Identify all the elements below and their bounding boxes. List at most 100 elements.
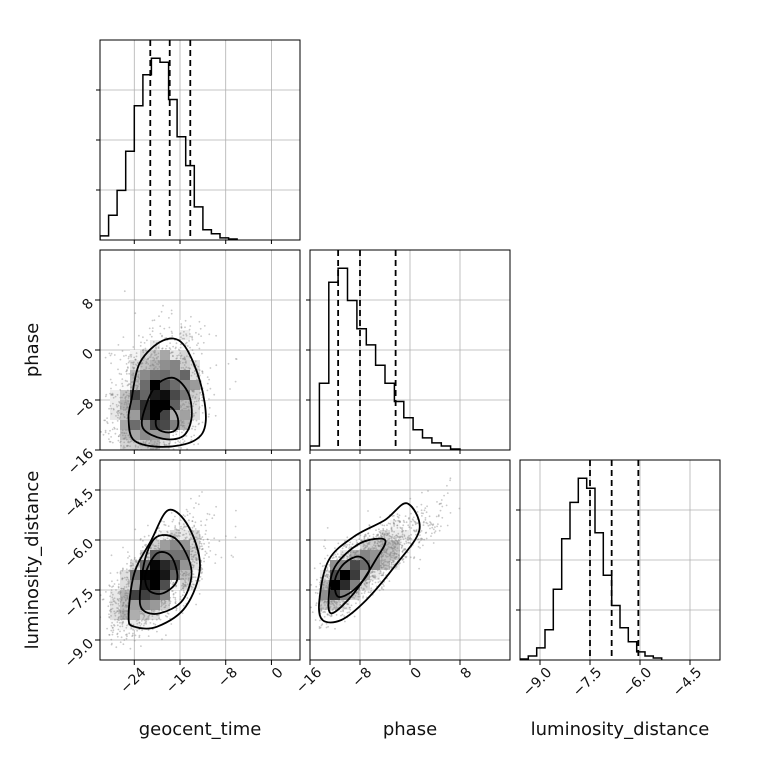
sample-point (181, 534, 184, 536)
density-cell (320, 600, 330, 610)
sample-point (325, 626, 328, 629)
density-cell (170, 540, 180, 550)
sample-point (391, 539, 393, 541)
sample-point (112, 629, 115, 632)
sample-point (118, 605, 121, 607)
sample-point (185, 585, 187, 588)
sample-point (402, 561, 405, 563)
sample-point (150, 335, 153, 338)
sample-point (108, 438, 110, 440)
sample-point (160, 457, 162, 459)
sample-point (192, 556, 195, 558)
sample-point (182, 574, 185, 577)
sample-point (113, 427, 116, 430)
sample-point (179, 527, 182, 530)
sample-point (196, 531, 199, 534)
sample-point (323, 610, 326, 613)
sample-point (183, 426, 186, 429)
sample-point (142, 546, 144, 548)
sample-point (336, 553, 339, 555)
sample-point (201, 545, 203, 548)
density-cell (160, 360, 170, 370)
sample-point (155, 548, 158, 551)
sample-point (184, 584, 187, 586)
sample-point (157, 440, 159, 443)
sample-point (207, 546, 210, 548)
sample-point (417, 545, 420, 548)
sample-point (358, 557, 361, 560)
sample-point (328, 570, 331, 573)
sample-point (401, 535, 403, 538)
sample-point (122, 568, 124, 571)
sample-point (412, 516, 415, 519)
sample-point (193, 554, 195, 557)
sample-point (190, 553, 193, 556)
sample-point (129, 354, 132, 356)
sample-point (206, 382, 209, 385)
sample-point (368, 535, 371, 537)
sample-point (357, 592, 360, 594)
sample-point (137, 446, 140, 448)
sample-point (171, 537, 174, 540)
sample-point (423, 520, 425, 523)
sample-point (171, 538, 174, 540)
sample-point (176, 354, 179, 357)
sample-point (410, 533, 412, 536)
sample-point (383, 549, 385, 552)
sample-point (362, 542, 365, 545)
sample-point (136, 452, 138, 454)
sample-point (380, 566, 383, 569)
sample-point (118, 615, 121, 618)
sample-point (122, 602, 125, 604)
sample-point (128, 383, 130, 385)
sample-point (185, 573, 187, 575)
sample-point (142, 612, 145, 615)
sample-point (108, 616, 111, 618)
sample-point (342, 610, 344, 613)
sample-point (384, 533, 386, 535)
sample-point (126, 598, 129, 600)
panel-frame (519, 459, 721, 661)
sample-point (142, 451, 144, 453)
sample-point (113, 458, 115, 460)
sample-point (172, 538, 175, 540)
sample-point (124, 396, 127, 399)
sample-point (374, 577, 377, 579)
sample-point (120, 373, 123, 376)
sample-point (340, 614, 342, 617)
sample-point (108, 609, 111, 612)
sample-point (127, 441, 129, 444)
sample-point (122, 587, 125, 590)
sample-point (388, 554, 391, 557)
sample-point (121, 429, 124, 432)
sample-point (125, 391, 128, 394)
sample-point (152, 356, 155, 359)
sample-point (390, 528, 393, 530)
sample-point (130, 386, 133, 389)
sample-point (381, 567, 383, 569)
sample-point (198, 422, 201, 425)
sample-point (392, 521, 395, 524)
sample-point (197, 399, 200, 402)
sample-point (429, 522, 432, 524)
sample-point (331, 609, 334, 612)
sample-point (367, 548, 370, 551)
sample-point (181, 528, 184, 530)
sample-point (349, 554, 351, 557)
sample-point (166, 530, 169, 533)
sample-point (321, 599, 323, 602)
sample-point (183, 440, 186, 442)
sample-point (165, 634, 167, 637)
sample-point (160, 599, 163, 602)
sample-point (184, 536, 187, 539)
sample-point (429, 521, 431, 523)
sample-point (184, 326, 186, 329)
sample-point (130, 558, 133, 561)
sample-point (136, 380, 138, 383)
sample-point (122, 336, 125, 338)
sample-point (153, 453, 155, 455)
sample-point (381, 551, 384, 554)
sample-point (150, 354, 152, 357)
sample-point (112, 585, 115, 588)
sample-point (156, 442, 158, 445)
